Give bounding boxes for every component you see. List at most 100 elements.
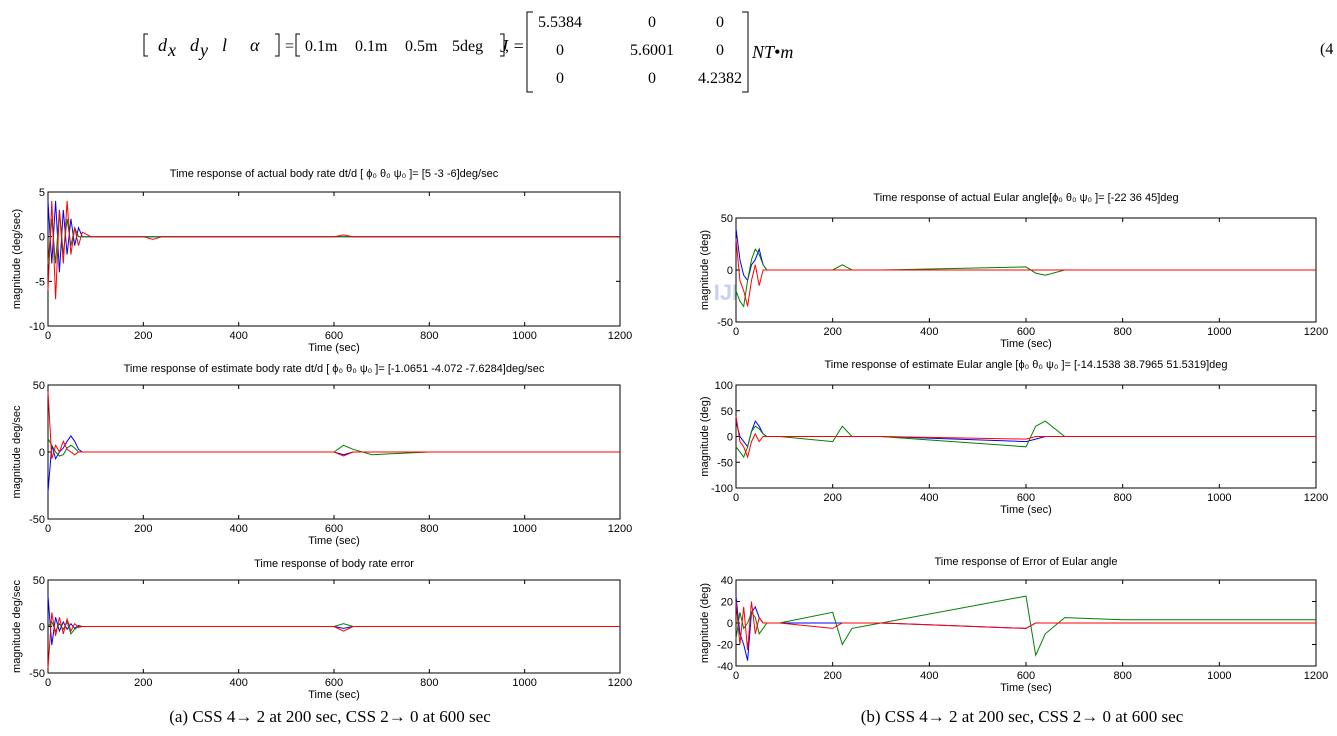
x-tick-label: 800	[420, 677, 438, 689]
x-tick-label: 0	[733, 326, 739, 338]
y-tick-label: 0	[39, 622, 45, 634]
y-tick-label: 0	[727, 265, 733, 277]
x-tick-label: 600	[325, 330, 343, 342]
x-tick-label: 600	[325, 677, 343, 689]
x-tick-label: 600	[1017, 670, 1035, 682]
x-tick-label: 1000	[512, 523, 536, 535]
x-tick-label: 1000	[1207, 326, 1231, 338]
x-tick-label: 400	[229, 330, 247, 342]
y-axis-label: magnitude deg/sec	[11, 405, 23, 498]
plot-area	[47, 191, 621, 327]
x-tick-label: 400	[229, 677, 247, 689]
x-axis-label: Time (sec)	[1000, 338, 1052, 350]
chart: Time response of estimate Eular angle [ϕ…	[699, 359, 1328, 516]
matrix-entry: 4.2382	[698, 70, 742, 87]
matrix-entry: 5.5384	[538, 14, 582, 31]
data-line	[735, 601, 1316, 650]
y-tick-label: 0	[727, 432, 733, 444]
x-tick-label: 400	[920, 670, 938, 682]
x-tick-label: 200	[823, 670, 841, 682]
x-tick-label: 200	[134, 523, 152, 535]
x-tick-label: 1200	[1304, 670, 1328, 682]
matrix-entry: 0	[716, 14, 724, 31]
equals: =	[285, 38, 294, 55]
y-tick-label: 50	[721, 213, 733, 225]
matrix-entry: 0	[716, 42, 724, 59]
y-tick-label: -10	[29, 321, 45, 333]
x-tick-label: 0	[45, 677, 51, 689]
y-tick-label: 0	[727, 618, 733, 630]
matrix-entry: 0	[556, 70, 564, 87]
y-tick-label: 0	[39, 447, 45, 459]
y-tick-label: -50	[717, 457, 733, 469]
x-tick-label: 200	[823, 492, 841, 504]
chart: Time response of actual Eular angle[ϕ₀ θ…	[699, 192, 1328, 350]
matrix-entry: 0	[556, 42, 564, 59]
chart-title: Time response of estimate body rate dt/d…	[124, 363, 545, 375]
x-tick-label: 1000	[512, 677, 536, 689]
matrix-entry: 0	[648, 70, 656, 87]
x-tick-label: 1200	[608, 330, 632, 342]
symbol: l	[222, 35, 227, 55]
symbol: d	[190, 35, 200, 55]
j-label: J =	[500, 36, 525, 56]
comma: ,	[505, 38, 509, 55]
x-tick-label: 1000	[1207, 670, 1231, 682]
y-axis-label: magnitude (deg)	[699, 230, 711, 310]
value: 0.1m	[305, 38, 338, 55]
x-tick-label: 0	[45, 523, 51, 535]
y-tick-label: 50	[33, 380, 45, 392]
x-tick-label: 800	[1113, 326, 1131, 338]
y-axis-label: magnitude deg/sec	[11, 580, 23, 673]
data-line	[47, 200, 620, 300]
x-axis-label: Time (sec)	[308, 689, 360, 701]
matrix-entry: 0	[648, 14, 656, 31]
value: 0.5m	[405, 38, 438, 55]
y-tick-label: -50	[29, 514, 45, 526]
chart-title: Time response of estimate Eular angle [ϕ…	[824, 359, 1227, 371]
y-tick-label: -50	[717, 317, 733, 329]
x-tick-label: 600	[325, 523, 343, 535]
y-tick-label: 40	[721, 575, 733, 587]
y-tick-label: -40	[717, 661, 733, 673]
caption: (a) CSS 4→ 2 at 200 sec, CSS 2→ 0 at 600…	[169, 707, 491, 726]
y-tick-label: 20	[721, 597, 733, 609]
x-tick-label: 200	[134, 330, 152, 342]
x-tick-label: 200	[823, 326, 841, 338]
x-axis-label: Time (sec)	[308, 535, 360, 547]
data-line	[47, 391, 620, 459]
x-tick-label: 1200	[608, 677, 632, 689]
y-tick-label: -100	[711, 483, 733, 495]
x-tick-label: 800	[420, 523, 438, 535]
chart-title: Time response of actual Eular angle[ϕ₀ θ…	[873, 192, 1178, 204]
x-tick-label: 1200	[1304, 326, 1328, 338]
chart: Time response of estimate body rate dt/d…	[11, 363, 632, 547]
x-axis-label: Time (sec)	[1000, 682, 1052, 694]
chart: Time response of Error of Eular angle 0 20…	[699, 556, 1328, 694]
x-tick-label: 400	[920, 326, 938, 338]
x-tick-label: 400	[229, 523, 247, 535]
x-axis-label: Time (sec)	[308, 342, 360, 354]
y-tick-label: -5	[35, 276, 45, 288]
x-tick-label: 1000	[1207, 492, 1231, 504]
equation-number: (4	[1320, 41, 1333, 58]
x-tick-label: 400	[920, 492, 938, 504]
symbol: α	[250, 35, 260, 55]
symbol: d	[158, 35, 168, 55]
matrix-entry: 5.6001	[630, 42, 674, 59]
y-axis-label: magnitude (deg)	[699, 396, 711, 476]
x-tick-label: 0	[733, 670, 739, 682]
chart-title: Time response of body rate error	[254, 558, 414, 570]
x-tick-label: 800	[1113, 670, 1131, 682]
x-tick-label: 800	[420, 330, 438, 342]
y-tick-label: 50	[721, 406, 733, 418]
x-tick-label: 1200	[1304, 492, 1328, 504]
x-tick-label: 200	[134, 677, 152, 689]
chart: Time response of body rate error 0 200 400 6…	[11, 558, 632, 701]
x-tick-label: 600	[1017, 492, 1035, 504]
value: 5deg	[452, 38, 483, 55]
x-tick-label: 1200	[608, 523, 632, 535]
y-axis-label: magnitude (deg)	[699, 583, 711, 663]
subscript: y	[198, 40, 208, 60]
